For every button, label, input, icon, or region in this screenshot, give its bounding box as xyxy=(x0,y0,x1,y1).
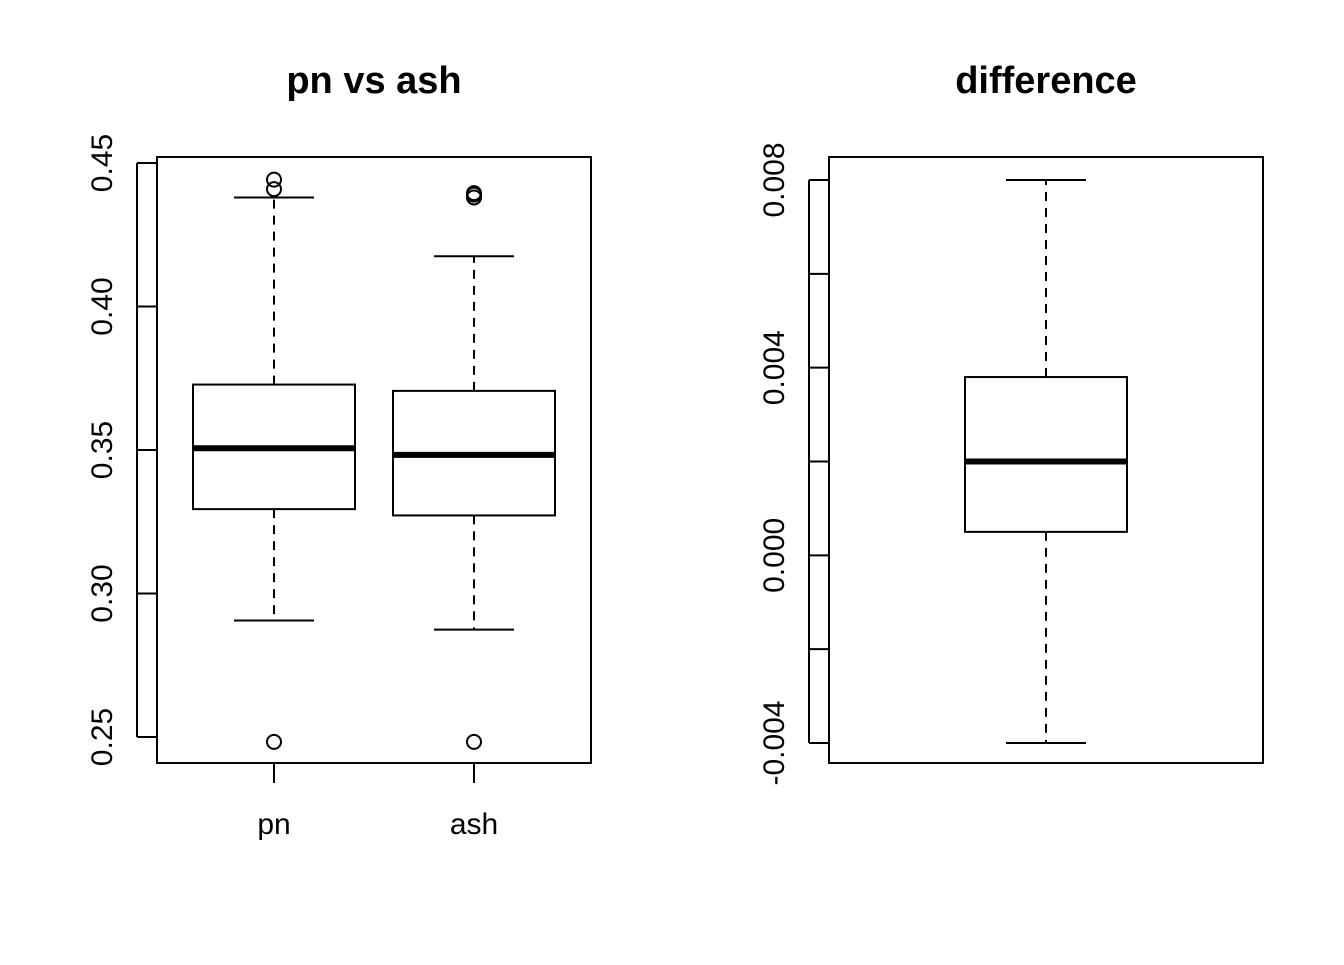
chart-title-right: difference xyxy=(955,60,1137,102)
y-tick-label: -0.004 xyxy=(758,700,791,785)
y-tick-label: 0.004 xyxy=(758,330,791,405)
y-tick-label: 0.30 xyxy=(86,564,119,622)
y-tick-label: 0.45 xyxy=(86,134,119,192)
plot-area-left: 0.25 0.30 0.35 0.40 0.45 pn ash xyxy=(86,134,556,841)
chart-title-left: pn vs ash xyxy=(286,60,461,102)
outlier-point xyxy=(266,171,282,188)
y-tick-label: 0.000 xyxy=(758,518,791,593)
y-tick-label: 0.25 xyxy=(86,708,119,766)
outlier-point xyxy=(266,733,282,750)
box-ash xyxy=(392,185,556,750)
outlier-point xyxy=(266,181,282,198)
x-tick-label: ash xyxy=(450,808,498,841)
box-iqr xyxy=(964,376,1128,533)
outlier-point xyxy=(466,733,482,750)
plot-frame-right xyxy=(828,156,1264,764)
y-tick-label: 0.008 xyxy=(758,142,791,217)
y-tick-label: 0.40 xyxy=(86,277,119,335)
box-difference xyxy=(964,179,1128,744)
x-tick-label: pn xyxy=(257,808,290,841)
plot-area-right: -0.004 0.000 0.004 0.008 xyxy=(758,142,1128,786)
outlier-point xyxy=(466,185,482,202)
box-pn xyxy=(192,171,356,750)
y-tick-label: 0.35 xyxy=(86,421,119,479)
